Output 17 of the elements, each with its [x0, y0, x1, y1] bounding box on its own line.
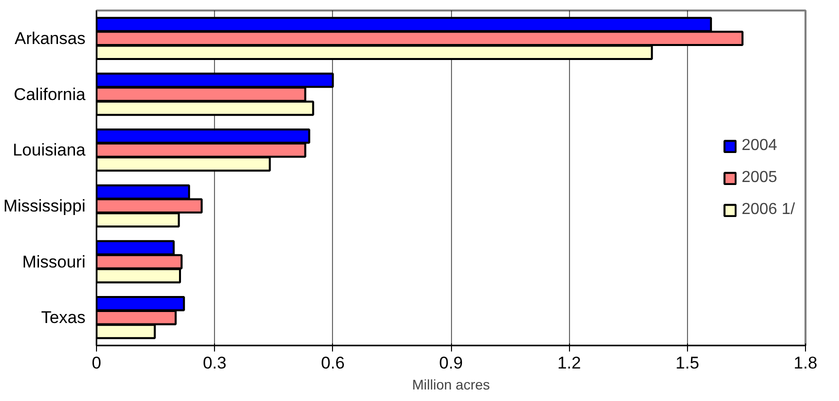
y-tick-label: Louisiana — [12, 140, 86, 160]
y-tick-label: Missouri — [22, 252, 86, 272]
x-tick-label: 0.6 — [321, 354, 345, 372]
x-tick-label: 1.2 — [557, 354, 581, 372]
x-tick-label: 0.3 — [202, 354, 226, 372]
legend-label: 2006 1/ — [742, 200, 795, 218]
y-tick-label: Arkansas — [14, 28, 86, 48]
legend-label: 2005 — [742, 168, 778, 186]
legend-label: 2004 — [742, 136, 778, 154]
y-tick-label: California — [14, 84, 86, 104]
y-tick-label: Texas — [41, 308, 86, 328]
y-tick-label: Mississippi — [3, 196, 86, 216]
x-tick-label: 1.8 — [794, 354, 818, 372]
x-axis-title: Million acres — [412, 376, 490, 392]
x-tick-label: 1.5 — [676, 354, 700, 372]
x-tick-label: 0.9 — [439, 354, 463, 372]
x-tick-label: 0 — [92, 354, 102, 372]
